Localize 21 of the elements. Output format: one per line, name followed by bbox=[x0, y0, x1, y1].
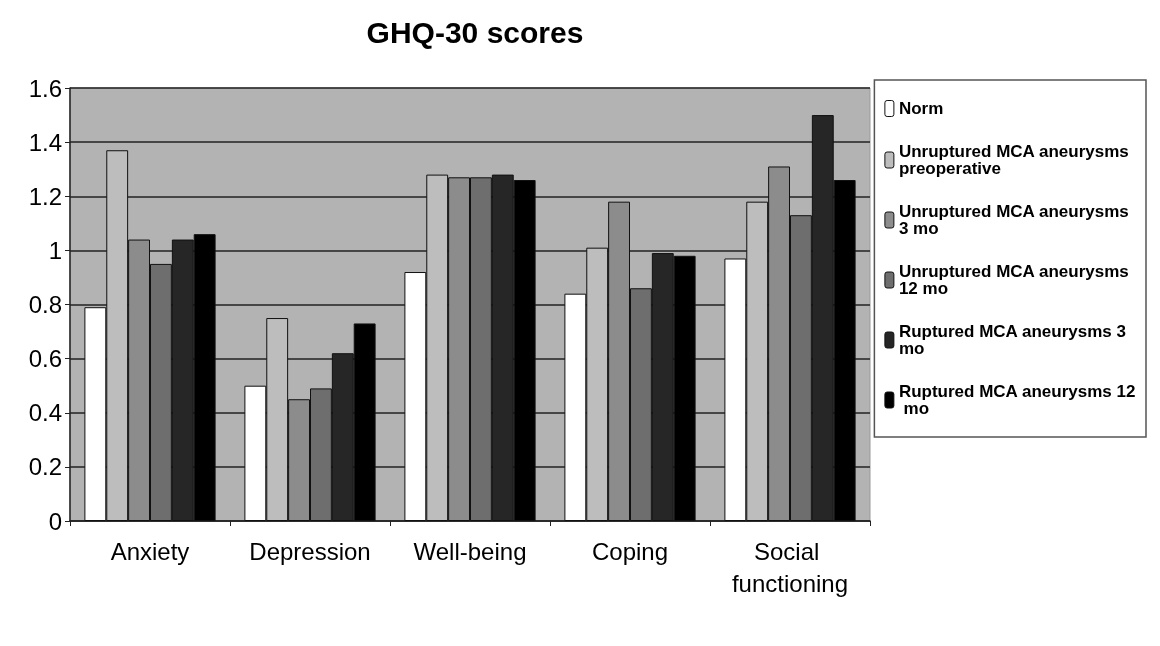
x-tick-label: Social functioning bbox=[731, 537, 849, 597]
x-tick-label: Coping bbox=[591, 537, 669, 565]
legend-label: Ruptured MCA aneurysms 12 mo bbox=[898, 382, 1136, 418]
x-tick-label: Depression bbox=[249, 537, 371, 565]
legend-label: Norm bbox=[898, 99, 944, 118]
legend-label: Unruptured MCA aneurysms preoperative bbox=[898, 142, 1134, 178]
y-tick-label: 1.2 bbox=[28, 182, 62, 210]
legend-label: Unruptured MCA aneurysms 3 mo bbox=[898, 202, 1134, 238]
y-tick-label: 0.2 bbox=[28, 453, 62, 481]
y-tick-label: 0 bbox=[48, 507, 62, 535]
x-tick-label: Anxiety bbox=[110, 537, 190, 565]
x-tick-label: Well-being bbox=[413, 537, 527, 565]
chart-title: GHQ-30 scores bbox=[366, 15, 584, 49]
y-tick-label: 0.6 bbox=[28, 345, 62, 373]
y-tick-label: 0.4 bbox=[28, 399, 62, 427]
y-tick-label: 1.4 bbox=[28, 128, 62, 156]
y-tick-label: 1 bbox=[48, 236, 62, 264]
y-tick-label: 0.8 bbox=[28, 291, 62, 318]
legend-label: Unruptured MCA aneurysms 12 mo bbox=[898, 262, 1134, 298]
y-tick-label: 1.6 bbox=[28, 74, 62, 102]
legend-label: Ruptured MCA aneurysms 3 mo bbox=[898, 322, 1131, 358]
